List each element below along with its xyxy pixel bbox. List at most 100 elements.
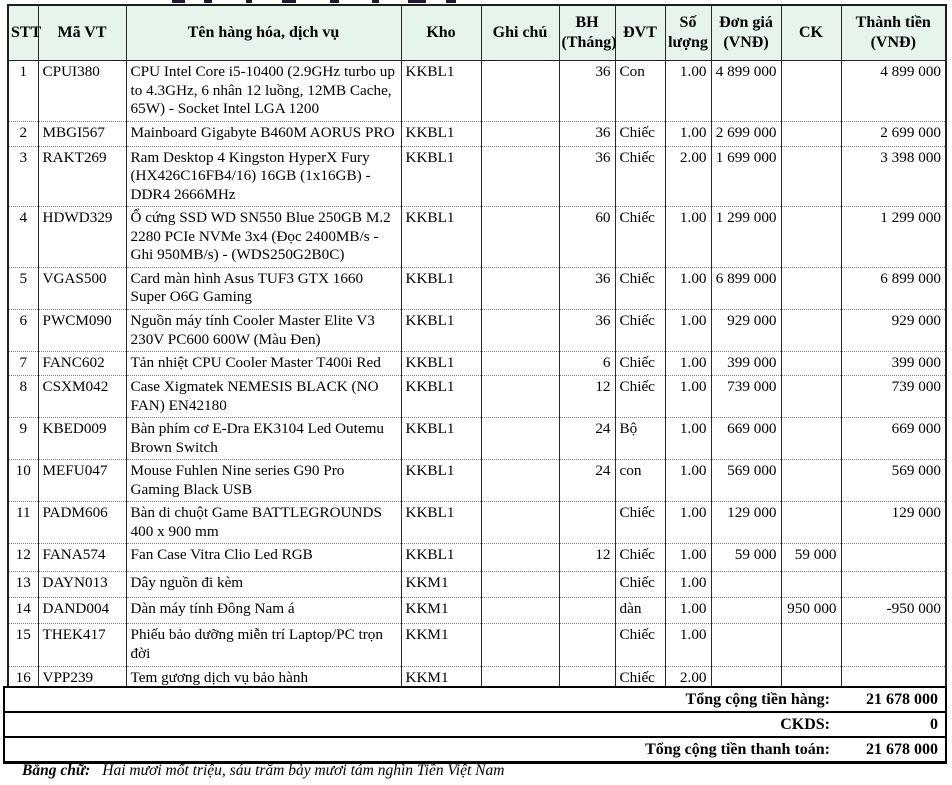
cell-so-luong: 1.00: [664, 459, 712, 503]
cell-so-luong: 1.00: [664, 351, 712, 377]
cell-kho: KKBL1: [400, 501, 482, 545]
table-header-row: STT Mã VT Tên hàng hóa, dịch vụ Kho Ghi chú B…: [7, 4, 947, 61]
cell-dvt: Chiếc: [614, 267, 666, 311]
table-row: 5 VGAS500 Card màn hình Asus TUF3 GTX 16…: [7, 267, 947, 311]
cell-don-gia: [710, 623, 782, 667]
cell-thanh-tien: 1 299 000: [840, 206, 947, 268]
cell-dvt: Chiếc: [614, 375, 666, 419]
cell-so-luong: 1.00: [664, 267, 712, 311]
cell-ck: [780, 206, 842, 268]
cell-ma-vt: FANC602: [37, 351, 127, 377]
items-table: STT Mã VT Tên hàng hóa, dịch vụ Kho Ghi chú B…: [7, 4, 947, 700]
cell-ten-hang-hoa: Bàn di chuột Game BATTLEGROUNDS 400 x 90…: [125, 501, 402, 545]
cell-stt: 5: [7, 267, 39, 311]
total-row: Tổng cộng tiền thanh toán: 21 678 000: [3, 736, 947, 764]
cell-thanh-tien: 129 000: [840, 501, 947, 545]
cell-stt: 13: [7, 571, 39, 599]
cell-ck: [780, 623, 842, 667]
cell-ghi-chu: [480, 501, 560, 545]
table-row: 13 DAYN013 Dây nguồn đi kèm KKM1 Chiếc 1…: [7, 571, 947, 599]
cell-ma-vt: RAKT269: [37, 146, 127, 208]
cell-ghi-chu: [480, 597, 560, 625]
cell-kho: KKM1: [400, 623, 482, 667]
cell-bh-thang: 6: [558, 351, 616, 377]
column-header-2: Tên hàng hóa, dịch vụ: [125, 4, 402, 61]
cell-dvt: Chiếc: [614, 543, 666, 573]
cell-ma-vt: HDWD329: [37, 206, 127, 268]
cell-thanh-tien: [840, 571, 947, 599]
cell-so-luong: 1.00: [664, 375, 712, 419]
cell-so-luong: 1.00: [664, 501, 712, 545]
cell-so-luong: 1.00: [664, 623, 712, 667]
column-header-6: ĐVT: [614, 4, 666, 61]
cell-don-gia: 669 000: [710, 417, 782, 461]
cell-ma-vt: PWCM090: [37, 309, 127, 353]
cell-don-gia: 929 000: [710, 309, 782, 353]
clipped-text-fragment: [0, 0, 952, 4]
cell-ghi-chu: [480, 267, 560, 311]
cell-ten-hang-hoa: Bàn phím cơ E-Dra EK3104 Led Outemu Brow…: [125, 417, 402, 461]
cell-dvt: Chiếc: [614, 501, 666, 545]
cell-ma-vt: FANA574: [37, 543, 127, 573]
column-header-7: Số lượng: [664, 4, 712, 61]
cell-kho: KKBL1: [400, 417, 482, 461]
cell-kho: KKBL1: [400, 206, 482, 268]
cell-ma-vt: PADM606: [37, 501, 127, 545]
cell-ck: 950 000: [780, 597, 842, 625]
table-row: 6 PWCM090 Nguồn máy tính Cooler Master E…: [7, 309, 947, 353]
cell-thanh-tien: 929 000: [840, 309, 947, 353]
table-row: 11 PADM606 Bàn di chuột Game BATTLEGROUN…: [7, 501, 947, 545]
cell-ten-hang-hoa: Tản nhiệt CPU Cooler Master T400i Red: [125, 351, 402, 377]
cell-kho: KKM1: [400, 597, 482, 625]
cell-kho: KKBL1: [400, 309, 482, 353]
cell-bh-thang: 36: [558, 267, 616, 311]
cell-don-gia: 2 699 000: [710, 121, 782, 147]
cell-stt: 15: [7, 623, 39, 667]
table-row: 3 RAKT269 Ram Desktop 4 Kingston HyperX …: [7, 146, 947, 208]
cell-bh-thang: 24: [558, 459, 616, 503]
cell-dvt: Chiếc: [614, 623, 666, 667]
cell-so-luong: 1.00: [664, 60, 712, 122]
cell-ck: [780, 459, 842, 503]
cell-stt: 11: [7, 501, 39, 545]
table-row: 15 THEK417 Phiếu bảo dưỡng miễn trí Lapt…: [7, 623, 947, 667]
cell-ten-hang-hoa: Card màn hình Asus TUF3 GTX 1660 Super O…: [125, 267, 402, 311]
total-value: 0: [930, 715, 938, 733]
cell-don-gia: 1 299 000: [710, 206, 782, 268]
cell-ck: [780, 375, 842, 419]
cell-don-gia: 129 000: [710, 501, 782, 545]
cell-bh-thang: 36: [558, 121, 616, 147]
cell-thanh-tien: 569 000: [840, 459, 947, 503]
cell-thanh-tien: 739 000: [840, 375, 947, 419]
cell-ck: [780, 146, 842, 208]
cell-stt: 6: [7, 309, 39, 353]
cell-ghi-chu: [480, 206, 560, 268]
cell-ck: [780, 60, 842, 122]
cell-stt: 2: [7, 121, 39, 147]
table-row: 10 MEFU047 Mouse Fuhlen Nine series G90 …: [7, 459, 947, 503]
cell-don-gia: 399 000: [710, 351, 782, 377]
cell-thanh-tien: 3 398 000: [840, 146, 947, 208]
cell-dvt: dàn: [614, 597, 666, 625]
total-row: CKDS: 0: [3, 711, 947, 738]
cell-don-gia: 569 000: [710, 459, 782, 503]
cell-ten-hang-hoa: Mouse Fuhlen Nine series G90 Pro Gaming …: [125, 459, 402, 503]
cell-don-gia: 739 000: [710, 375, 782, 419]
cell-ghi-chu: [480, 60, 560, 122]
cell-ghi-chu: [480, 623, 560, 667]
cell-so-luong: 2.00: [664, 146, 712, 208]
cell-dvt: Chiếc: [614, 351, 666, 377]
cell-kho: KKBL1: [400, 351, 482, 377]
cell-dvt: Chiếc: [614, 206, 666, 268]
cell-dvt: con: [614, 459, 666, 503]
total-label: Tổng cộng tiền thanh toán:: [645, 740, 830, 758]
cell-bh-thang: [558, 571, 616, 599]
cell-ten-hang-hoa: Fan Case Vitra Clio Led RGB: [125, 543, 402, 573]
cell-thanh-tien: 4 899 000: [840, 60, 947, 122]
amount-in-words-label: Bằng chữ:: [22, 762, 91, 779]
cell-dvt: Con: [614, 60, 666, 122]
column-header-1: Mã VT: [37, 4, 127, 61]
cell-ma-vt: KBED009: [37, 417, 127, 461]
cell-bh-thang: [558, 623, 616, 667]
cell-bh-thang: 60: [558, 206, 616, 268]
